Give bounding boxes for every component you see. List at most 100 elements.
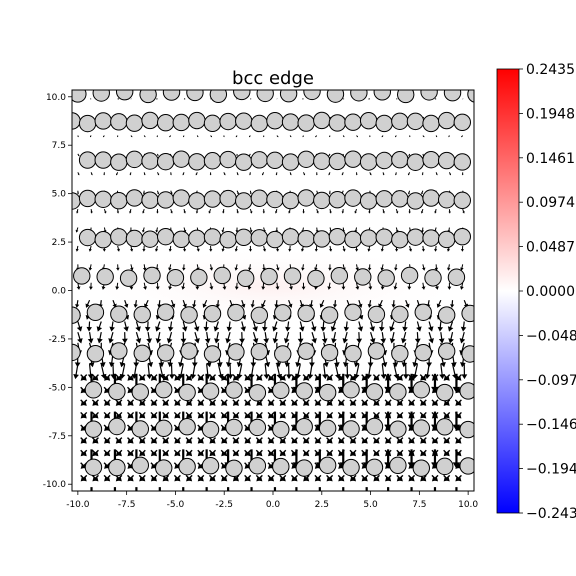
displacement-arrow-head [373,451,378,457]
displacement-arrow-head [349,477,355,482]
displacement-arrow [323,364,326,377]
displacement-arrow-head [382,173,385,176]
atom [359,229,378,247]
displacement-arrow-head [328,154,330,157]
displacement-arrow-head [235,136,237,138]
displacement-arrow-head [452,386,461,394]
displacement-arrow-head [309,304,314,308]
atom [320,343,339,362]
atom [86,345,105,363]
displacement-arrow-head [361,451,367,457]
displacement-arrow-head [80,414,86,419]
displacement-arrow-head [299,326,305,332]
atom [201,457,220,475]
atom [414,303,432,321]
atom [447,268,466,286]
displacement-arrow-head [92,401,97,406]
displacement-arrow-head [244,451,249,457]
displacement-arrow-head [75,248,79,252]
displacement-arrow-head [314,388,320,394]
displacement-arrow-head [279,439,285,444]
displacement-arrow-head [186,414,191,419]
displacement-arrow-head [256,477,261,482]
displacement-arrow-head [402,326,408,332]
displacement-arrow-head [279,414,285,419]
displacement-arrow-head [197,136,199,138]
displacement-arrow-head [452,462,461,469]
displacement-arrow-head [332,304,338,308]
displacement-arrow-head [256,439,261,444]
atom [72,90,87,103]
displacement-arrow-head [197,426,203,432]
displacement-arrow-head [181,286,186,290]
displacement-arrow-head [162,439,167,444]
displacement-arrow-head [434,98,436,100]
displacement-arrow-head [209,267,214,271]
displacement-arrow-head [90,173,93,176]
displacement-arrow-head [448,136,450,138]
colorbar-tick-label: −0.146 [526,417,576,433]
displacement-arrow-head [268,414,273,419]
displacement-arrow-head [123,326,129,332]
atom [281,191,300,210]
displacement-arrow-head [262,248,267,252]
atom [250,114,269,133]
displacement-arrow-head [321,338,328,344]
displacement-arrow-head [162,451,167,457]
displacement-arrow-head [150,426,156,432]
strain-tint [73,246,473,326]
atom [365,383,384,401]
displacement-arrow-head [174,439,179,444]
atom [272,420,290,439]
y-tick-label: 5.0 [52,190,67,200]
displacement-arrow-head [115,414,121,419]
displacement-arrow-head [139,477,144,482]
chart-title: bcc edge [232,68,314,89]
displacement-arrow-head [76,326,83,332]
x-tick-label: -7.5 [118,500,136,510]
displacement-arrow-head [310,326,317,332]
displacement-arrow-head [331,338,337,344]
displacement-arrow-head [104,426,109,432]
x-tick-label: 2.5 [315,500,329,510]
atom [141,152,159,170]
displacement-arrow-head [394,249,399,252]
atom [437,111,456,130]
atom [125,150,144,169]
displacement-arrow-head [139,451,144,457]
atom [143,266,161,285]
displacement-arrow-head [75,304,80,308]
atom [313,111,331,130]
displacement-arrow-head [261,173,264,176]
atom [133,344,151,363]
atom [219,231,237,249]
displacement-arrow-head [78,154,80,157]
displacement-arrow-head [396,451,402,457]
displacement-arrow-head [150,401,156,406]
displacement-arrow-head [92,451,97,457]
atom [297,150,315,168]
atom [414,343,432,362]
displacement-arrow-head [221,464,226,469]
displacement-arrow-head [349,401,355,406]
displacement-arrow-head [291,464,296,469]
atom [133,305,151,324]
atom [203,190,222,208]
displacement-arrow-head [155,338,162,344]
displacement-arrow-head [150,439,156,444]
displacement-arrow-head [431,477,437,482]
atom [131,383,149,401]
displacement-arrow-head [302,211,305,214]
displacement-arrow-head [204,338,211,344]
atom [125,114,144,132]
atom [326,90,345,103]
displacement-arrow-head [408,155,410,157]
displacement-arrow-head [326,439,331,444]
displacement-arrow-head [97,338,103,344]
displacement-arrow-head [274,304,279,308]
atom [459,457,474,475]
y-axis: -10.0 -7.5 -5.0 -2.5 0.0 2.5 5.0 7.5 10.0 [43,93,72,490]
atom [437,342,456,360]
displacement-arrow-head [349,414,355,419]
atom [219,112,237,131]
